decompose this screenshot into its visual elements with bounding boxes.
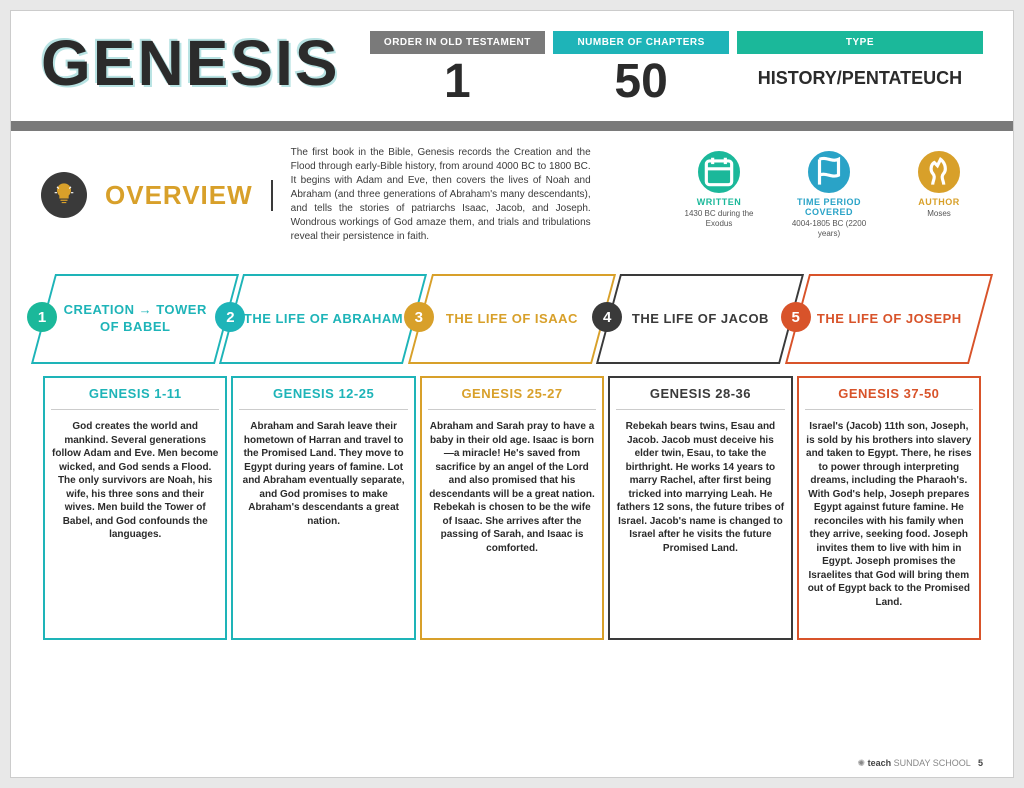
section-body: God creates the world and mankind. Sever…: [51, 420, 219, 630]
stat-box: TYPE HISTORY/PENTATEUCH: [737, 31, 983, 106]
stat-value: HISTORY/PENTATEUCH: [737, 68, 983, 89]
section-column: 1CREATION → TOWER OF BABELGENESIS 1-11Go…: [41, 274, 229, 640]
divider: [11, 121, 1013, 131]
footer-page: 5: [978, 758, 983, 768]
overview-text: The first book in the Bible, Genesis rec…: [291, 146, 591, 244]
header: GENESIS ORDER IN OLD TESTAMENT1NUMBER OF…: [41, 31, 983, 106]
stat-label: TYPE: [737, 31, 983, 54]
sections: 1CREATION → TOWER OF BABELGENESIS 1-11Go…: [41, 274, 983, 640]
stat-box: ORDER IN OLD TESTAMENT 1: [370, 31, 546, 106]
lightbulb-icon: [41, 172, 87, 218]
section-body-box: GENESIS 1-11 God creates the world and ma…: [43, 376, 227, 640]
footer-tagline: SUNDAY SCHOOL: [894, 758, 971, 768]
section-body: Rebekah bears twins, Esau and Jacob. Jac…: [616, 420, 784, 630]
section-range: GENESIS 25-27: [428, 386, 596, 410]
section-body-box: GENESIS 25-27 Abraham and Sarah pray to h…: [420, 376, 604, 640]
meta-icon: [698, 151, 740, 193]
section-title-box: THE LIFE OF ABRAHAM: [219, 274, 428, 364]
section-title: CREATION → TOWER OF BABEL: [45, 302, 225, 336]
meta-label: WRITTEN: [675, 197, 763, 207]
meta-icon: [808, 151, 850, 193]
stat-value: 50: [553, 58, 729, 106]
section-range: GENESIS 37-50: [805, 386, 973, 410]
section-title-box: THE LIFE OF JOSEPH: [785, 274, 994, 364]
section-column: 2THE LIFE OF ABRAHAMGENESIS 12-25Abraham…: [229, 274, 417, 640]
overview-meta-item: TIME PERIOD COVERED 4004-1805 BC (2200 ye…: [785, 151, 873, 238]
section-column: 4THE LIFE OF JACOBGENESIS 28-36Rebekah b…: [606, 274, 794, 640]
footer-brand: teach: [868, 758, 892, 768]
section-range: GENESIS 28-36: [616, 386, 784, 410]
overview-heading: OVERVIEW: [105, 180, 273, 211]
overview-meta-item: AUTHOR Moses: [895, 151, 983, 238]
section-column: 3THE LIFE OF ISAACGENESIS 25-27Abraham a…: [418, 274, 606, 640]
meta-sub: Moses: [895, 209, 983, 219]
meta-icon: [918, 151, 960, 193]
section-body-box: GENESIS 37-50 Israel's (Jacob) 11th son, …: [797, 376, 981, 640]
section-body-box: GENESIS 12-25 Abraham and Sarah leave the…: [231, 376, 415, 640]
meta-label: AUTHOR: [895, 197, 983, 207]
section-range: GENESIS 12-25: [239, 386, 407, 410]
section-column: 5THE LIFE OF JOSEPHGENESIS 37-50Israel's…: [795, 274, 983, 640]
overview-row: OVERVIEW The first book in the Bible, Ge…: [41, 146, 983, 244]
section-title: THE LIFE OF JOSEPH: [808, 311, 969, 328]
section-title: THE LIFE OF ABRAHAM: [236, 311, 411, 328]
stat-box: NUMBER OF CHAPTERS 50: [553, 31, 729, 106]
section-body: Abraham and Sarah pray to have a baby in…: [428, 420, 596, 630]
section-range: GENESIS 1-11: [51, 386, 219, 410]
meta-label: TIME PERIOD COVERED: [785, 197, 873, 217]
page: GENESIS ORDER IN OLD TESTAMENT1NUMBER OF…: [10, 10, 1014, 778]
footer: ✺ teach SUNDAY SCHOOL 5: [858, 758, 983, 769]
stat-label: ORDER IN OLD TESTAMENT: [370, 31, 546, 54]
section-number-badge: 5: [781, 302, 811, 332]
section-number-badge: 1: [27, 302, 57, 332]
overview-meta: WRITTEN 1430 BC during the Exodus TIME PER…: [675, 151, 983, 238]
section-title: THE LIFE OF JACOB: [624, 311, 777, 328]
meta-sub: 1430 BC during the Exodus: [675, 209, 763, 228]
section-number-badge: 3: [404, 302, 434, 332]
overview-meta-item: WRITTEN 1430 BC during the Exodus: [675, 151, 763, 238]
section-title-box: THE LIFE OF ISAAC: [408, 274, 617, 364]
section-body-box: GENESIS 28-36 Rebekah bears twins, Esau a…: [608, 376, 792, 640]
stat-value: 1: [370, 58, 546, 106]
section-title: THE LIFE OF ISAAC: [438, 311, 586, 328]
section-body: Abraham and Sarah leave their hometown o…: [239, 420, 407, 630]
stat-label: NUMBER OF CHAPTERS: [553, 31, 729, 54]
section-title-box: THE LIFE OF JACOB: [596, 274, 805, 364]
section-body: Israel's (Jacob) 11th son, Joseph, is so…: [805, 420, 973, 630]
meta-sub: 4004-1805 BC (2200 years): [785, 219, 873, 238]
book-title: GENESIS: [41, 31, 340, 95]
section-title-box: CREATION → TOWER OF BABEL: [31, 274, 240, 364]
